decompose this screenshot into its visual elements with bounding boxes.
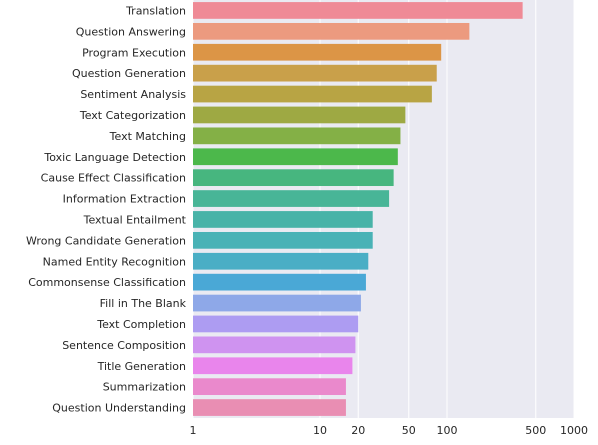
category-label: Question Generation — [72, 67, 186, 80]
x-tick-label: 500 — [525, 424, 546, 437]
bar — [193, 273, 366, 291]
x-tick-label: 1 — [190, 424, 197, 437]
bar — [193, 169, 394, 187]
x-tick-label: 20 — [351, 424, 365, 437]
category-label: Sentiment Analysis — [80, 88, 186, 101]
category-label: Named Entity Recognition — [43, 255, 186, 268]
category-label: Question Answering — [76, 25, 186, 38]
bar — [193, 211, 373, 228]
x-tick-label: 50 — [402, 424, 416, 437]
category-label: Cause Effect Classification — [41, 172, 186, 185]
category-label: Title Generation — [97, 360, 186, 373]
category-label: Text Categorization — [79, 109, 186, 122]
bar — [193, 127, 401, 145]
bar — [193, 43, 442, 61]
bar — [193, 148, 398, 166]
bar — [193, 399, 346, 416]
x-tick-label: 100 — [437, 424, 458, 437]
x-axis-ticks: 1 10 20 50 100 500 1000 — [190, 424, 589, 437]
bar — [193, 336, 356, 354]
category-label: Text Completion — [96, 318, 186, 331]
bar — [193, 2, 523, 19]
category-label: Summarization — [103, 381, 186, 394]
bar — [193, 64, 437, 82]
category-label: Translation — [125, 4, 186, 17]
bar — [193, 378, 346, 396]
x-tick-label: 1000 — [560, 424, 588, 437]
bar — [193, 252, 369, 270]
category-label: Fill in The Blank — [100, 297, 187, 310]
category-label: Textual Entailment — [83, 213, 187, 226]
bar — [193, 106, 406, 124]
category-label: Text Matching — [109, 130, 186, 143]
x-tick-label: 10 — [313, 424, 327, 437]
category-labels: Translation Question Answering Program Exe… — [26, 4, 187, 414]
bar — [193, 22, 470, 40]
bar — [193, 231, 373, 249]
plot-background — [193, 0, 574, 418]
category-label: Program Execution — [82, 46, 186, 59]
category-label: Wrong Candidate Generation — [26, 234, 186, 247]
category-label: Question Understanding — [52, 402, 186, 415]
bar — [193, 357, 353, 375]
category-label: Information Extraction — [63, 193, 186, 206]
category-label: Toxic Language Detection — [43, 151, 186, 164]
bars — [193, 2, 523, 416]
bar — [193, 315, 359, 333]
category-label: Commonsense Classification — [28, 276, 186, 289]
bar — [193, 85, 432, 103]
bar — [193, 190, 390, 207]
category-label: Sentence Composition — [62, 339, 186, 352]
bar — [193, 294, 361, 312]
